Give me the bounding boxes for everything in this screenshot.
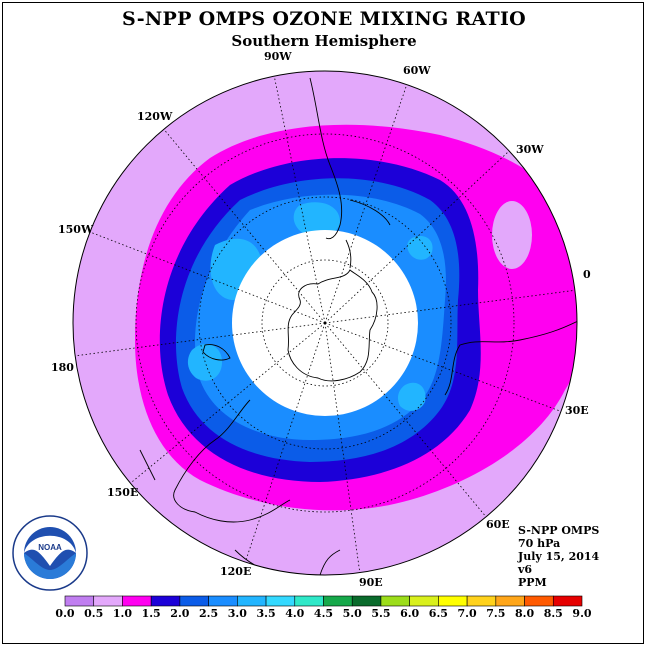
lon-label-30e: 30E [565, 404, 589, 417]
colorbar-tick-label: 1.5 [141, 607, 161, 620]
colorbar-tick-label: 3.5 [256, 607, 276, 620]
band-3-0-patch [293, 202, 340, 236]
colorbar-tick-label: 1.0 [112, 607, 132, 620]
colorbar-tick-label: 4.0 [285, 607, 305, 620]
lon-label-90e: 90E [359, 576, 383, 589]
pole-marker [323, 321, 327, 325]
band-0-5-island [492, 201, 532, 269]
lon-label-180: 180 [51, 361, 74, 374]
colorbar-tick-label: 7.5 [486, 607, 506, 620]
pressure-level-text: 70 hPa [518, 537, 561, 550]
colorbar-tick-label: 6.5 [428, 607, 448, 620]
lon-label-150e: 150E [107, 486, 139, 499]
band-3-0-patch [407, 235, 433, 260]
map-boundary [72, 70, 578, 576]
map-subtitle: Southern Hemisphere [231, 32, 417, 50]
lon-label-120w: 120W [137, 110, 173, 123]
lon-label-30w: 30W [516, 143, 544, 156]
colorbar-tick-label: 2.5 [199, 607, 219, 620]
colorbar-tick-label: 6.0 [400, 607, 420, 620]
info-block: S-NPP OMPS 70 hPa July 15, 2014 v6 PPM [518, 524, 599, 589]
lon-label-60w: 60W [403, 64, 431, 77]
instrument-text: S-NPP OMPS [518, 524, 600, 537]
colorbar-tick-label: 0.5 [84, 607, 104, 620]
map-title: S-NPP OMPS OZONE MIXING RATIO [121, 8, 527, 30]
colorbar-tick-label: 9.0 [572, 607, 592, 620]
colorbar-tick-label: 3.0 [227, 607, 247, 620]
band-3-0-patch [187, 343, 222, 381]
version-text: v6 [518, 563, 533, 576]
lon-label-90w: 90W [264, 50, 292, 63]
date-text: July 15, 2014 [518, 550, 600, 563]
colorbar-tick-label: 8.5 [543, 607, 563, 620]
colorbar-tick-label: 7.0 [457, 607, 477, 620]
colorbar-tick-label: 0.0 [55, 607, 75, 620]
coastlines [139, 77, 577, 575]
colorbar-tick-label: 2.0 [170, 607, 190, 620]
units-text: PPM [518, 576, 547, 589]
lon-label-150w: 150W [58, 223, 94, 236]
colorbar-tick-label: 5.0 [342, 607, 362, 620]
band-3-0-patch [397, 382, 426, 411]
colorbar-tick-label: 8.0 [514, 607, 535, 620]
graticule [73, 74, 577, 575]
lon-label-60e: 60E [486, 518, 510, 531]
lon-label-0: 0 [583, 268, 591, 281]
colorbar-tick-label: 4.5 [313, 607, 334, 620]
lon-label-120e: 120E [220, 565, 252, 578]
colorbar-tick-label: 5.5 [371, 607, 391, 620]
